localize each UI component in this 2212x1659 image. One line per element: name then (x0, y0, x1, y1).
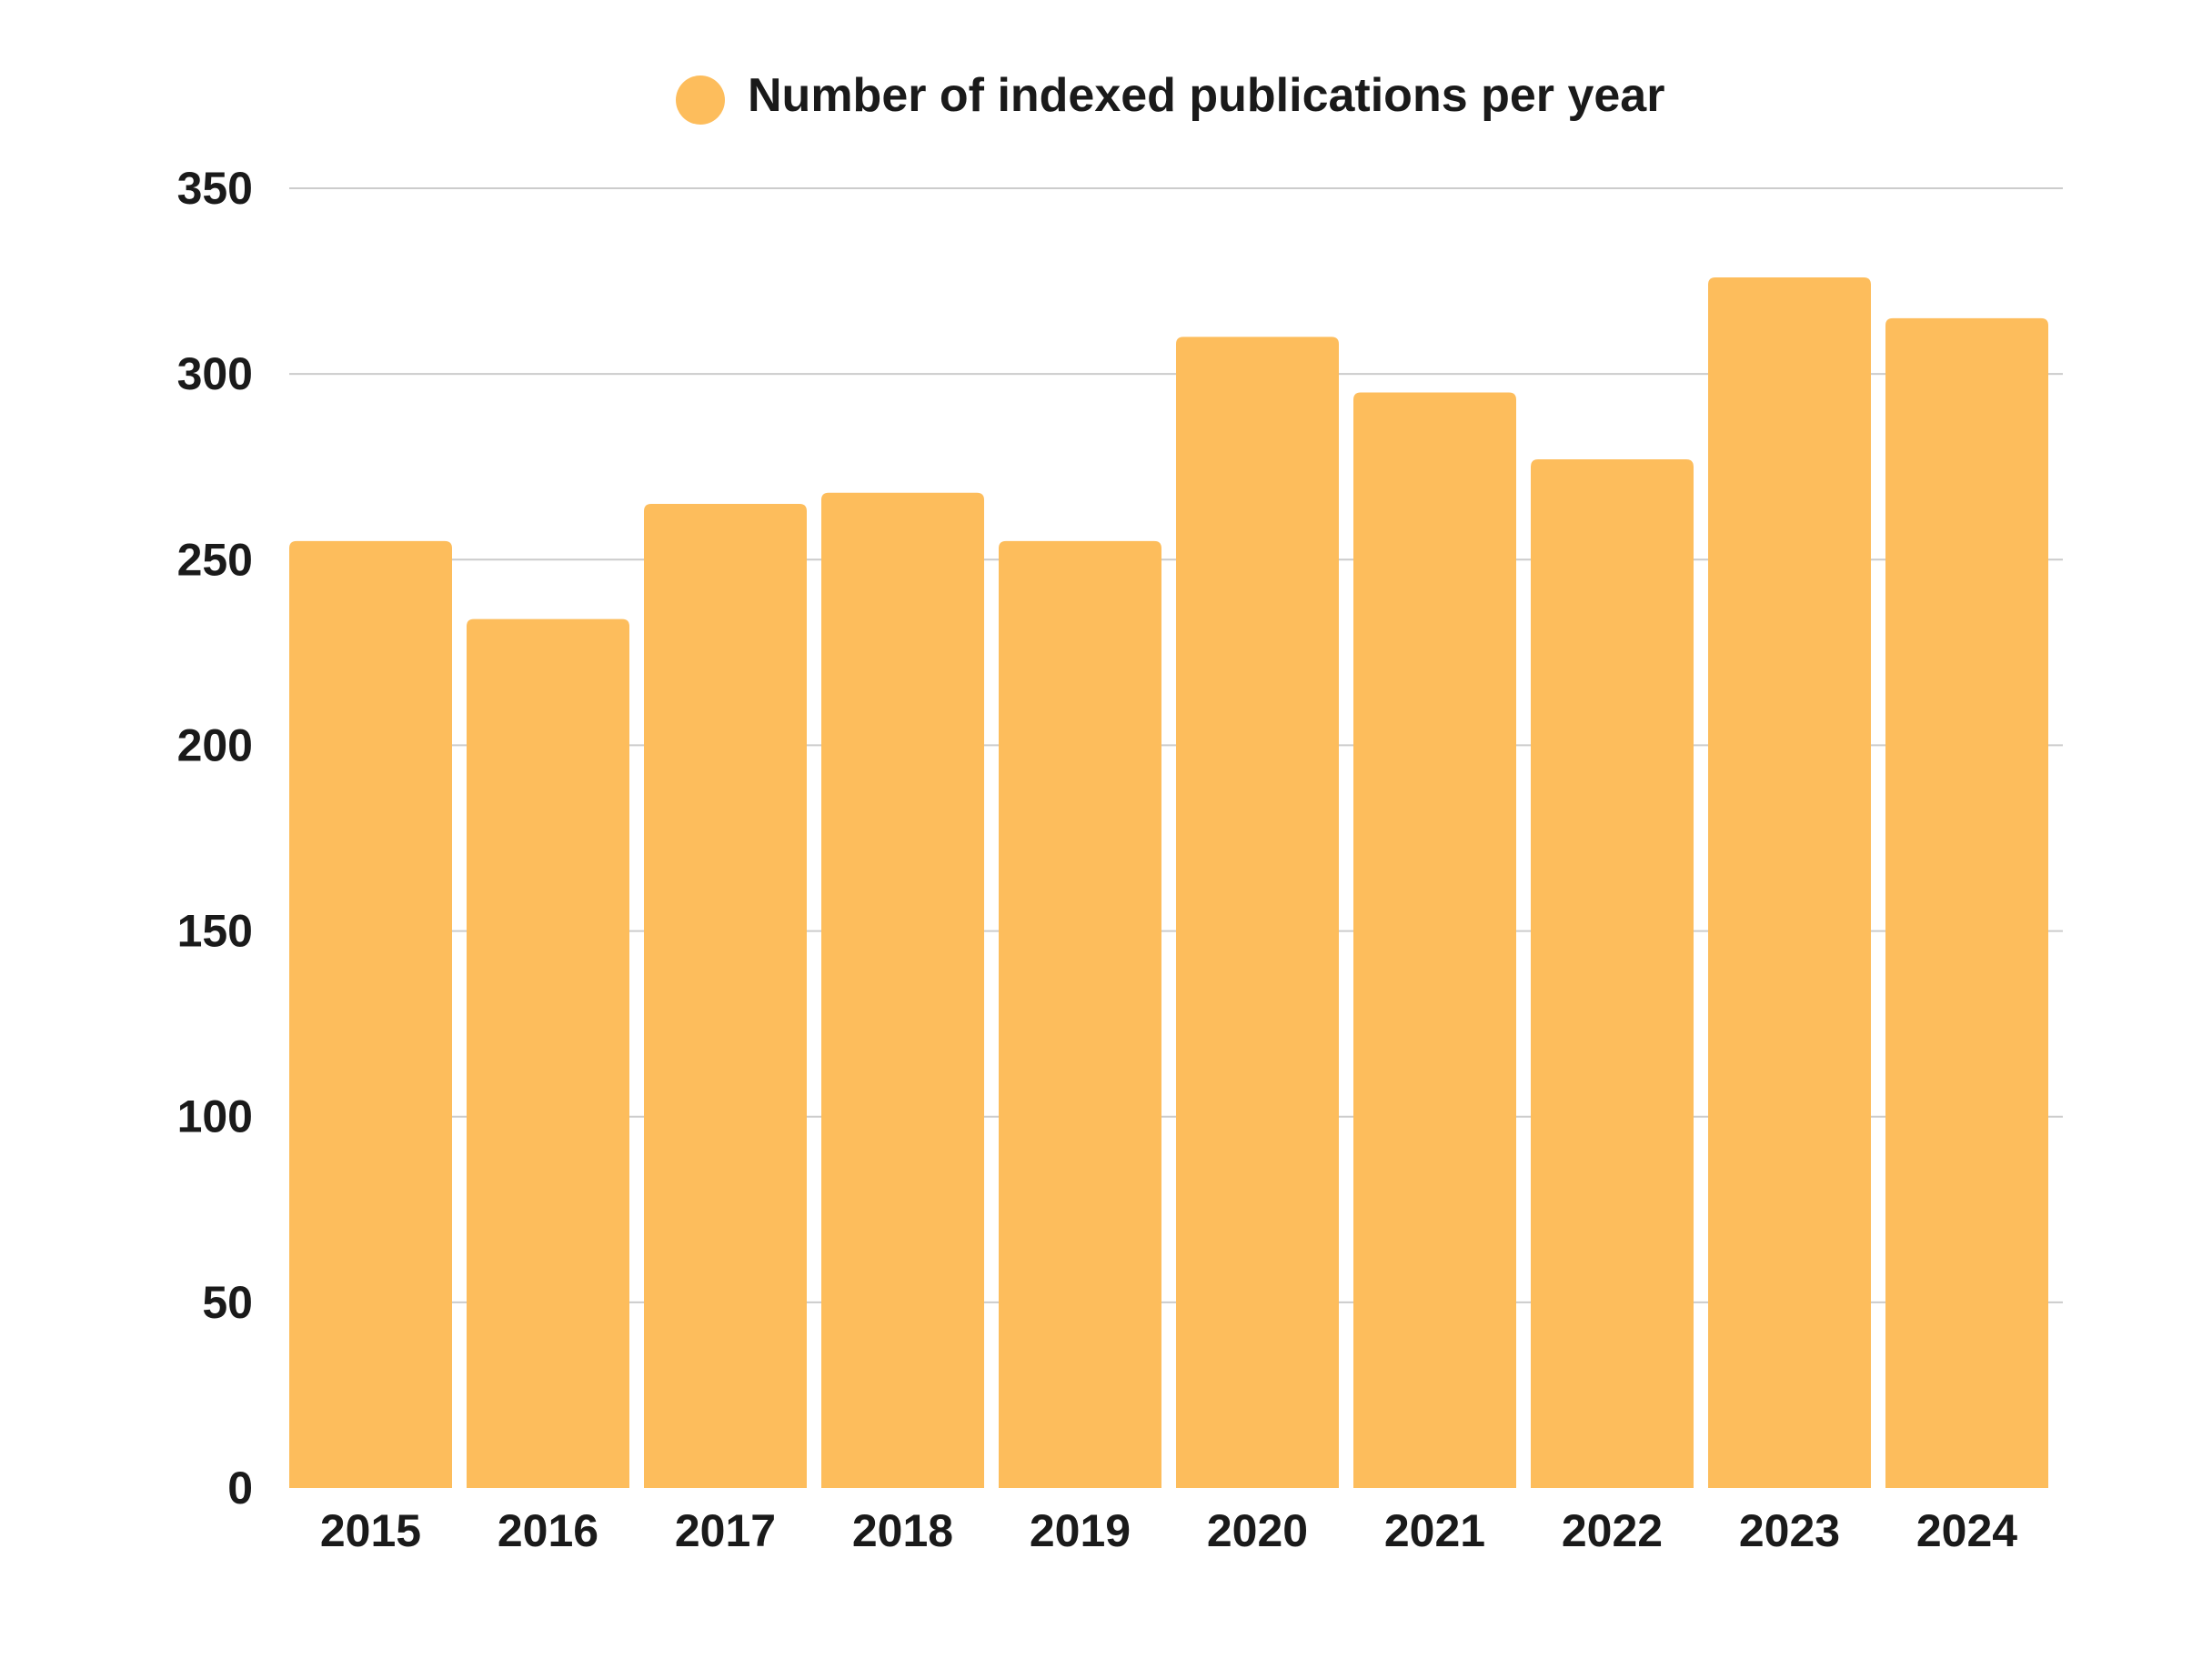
x-tick-label: 2019 (1030, 1505, 1131, 1556)
x-tick-label: 2021 (1384, 1505, 1485, 1556)
bar-2017 (644, 504, 807, 1488)
legend-label: Number of indexed publications per year (748, 69, 1664, 122)
bar-2021 (1353, 392, 1516, 1488)
x-tick-label: 2024 (1916, 1505, 2017, 1556)
bar-2018 (821, 492, 984, 1488)
y-tick-label: 200 (177, 719, 253, 770)
bar-2020 (1176, 337, 1339, 1488)
y-tick-label: 100 (177, 1091, 253, 1142)
x-tick-label: 2022 (1562, 1505, 1663, 1556)
y-tick-label: 150 (177, 906, 253, 957)
x-tick-label: 2020 (1207, 1505, 1308, 1556)
x-tick-label: 2015 (320, 1505, 421, 1556)
x-axis: 2015 2016 2017 2018 2019 2020 2021 2022 2023 2024 (320, 1505, 2017, 1556)
bar-2023 (1708, 276, 1871, 1489)
x-tick-label: 2017 (675, 1505, 776, 1556)
y-tick-label: 350 (177, 163, 253, 214)
y-tick-label: 300 (177, 348, 253, 399)
y-tick-label: 50 (202, 1277, 253, 1328)
x-tick-label: 2016 (498, 1505, 598, 1556)
x-tick-label: 2018 (852, 1505, 953, 1556)
y-axis: 0 50 100 150 200 250 300 350 (177, 163, 253, 1513)
bar-2024 (1885, 317, 2048, 1488)
y-tick-label: 250 (177, 534, 253, 585)
y-tick-label: 0 (227, 1463, 253, 1513)
bar-2022 (1531, 459, 1694, 1488)
bar-2015 (289, 540, 452, 1489)
legend-swatch (676, 75, 725, 125)
bars (289, 276, 2048, 1489)
bar-2019 (999, 540, 1161, 1489)
x-tick-label: 2023 (1739, 1505, 1840, 1556)
legend: Number of indexed publications per year (676, 69, 1664, 125)
bar-2016 (467, 618, 629, 1488)
